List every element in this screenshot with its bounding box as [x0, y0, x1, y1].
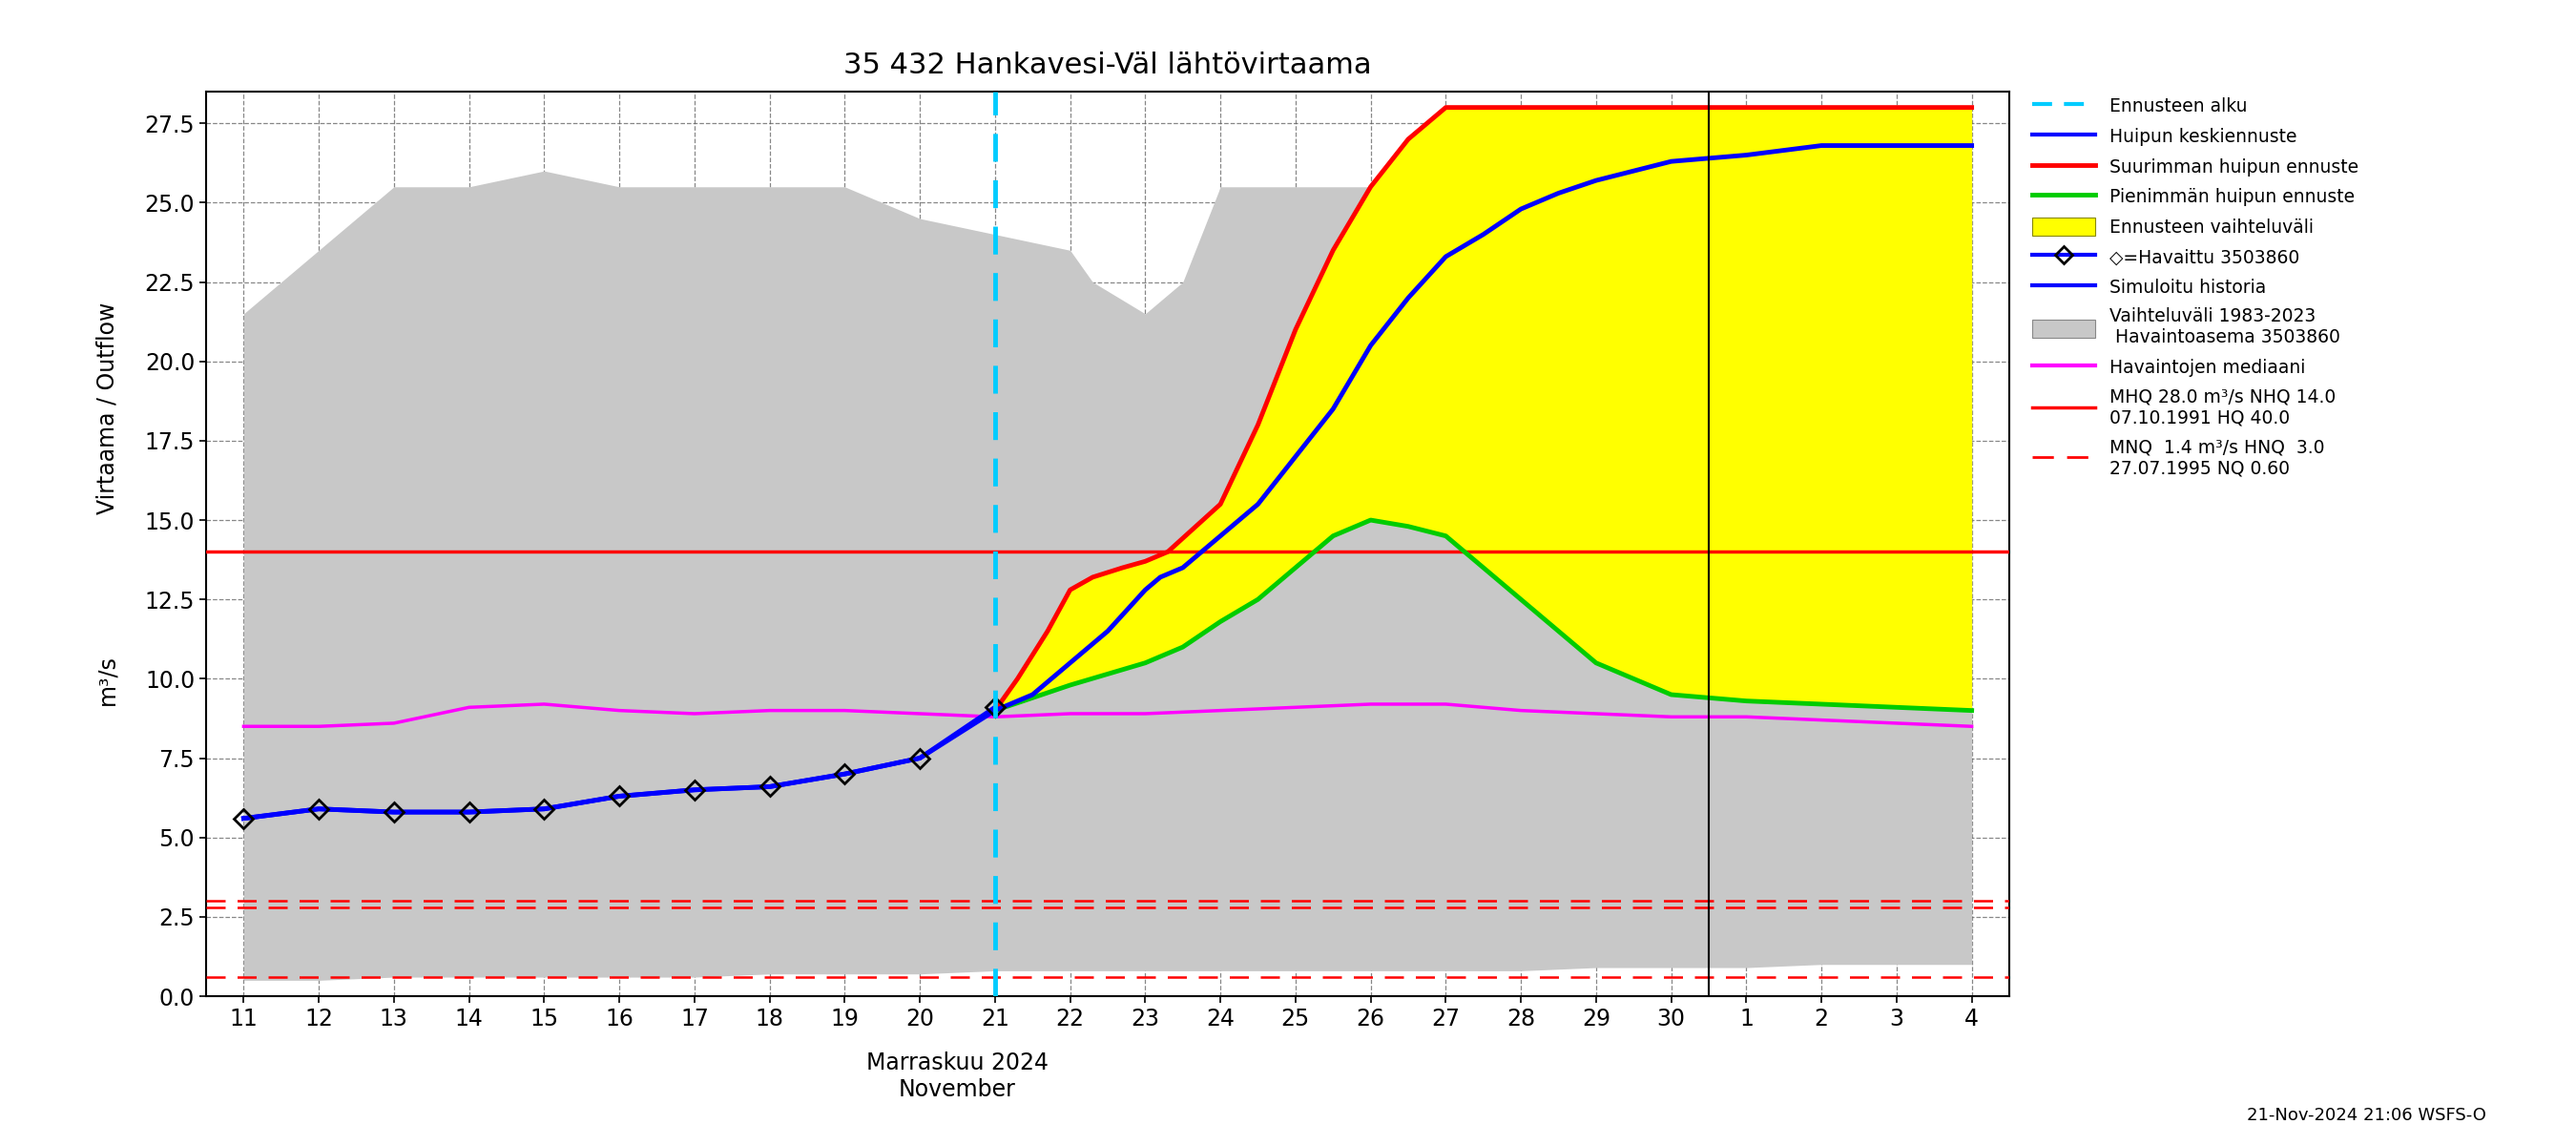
Text: November: November	[899, 1079, 1015, 1101]
Text: 21-Nov-2024 21:06 WSFS-O: 21-Nov-2024 21:06 WSFS-O	[2246, 1107, 2486, 1124]
Text: m³/s: m³/s	[95, 654, 118, 705]
Title: 35 432 Hankavesi-Väl lähtövirtaama: 35 432 Hankavesi-Väl lähtövirtaama	[842, 52, 1373, 79]
Text: Marraskuu 2024: Marraskuu 2024	[866, 1052, 1048, 1075]
Text: Virtaama / Outflow: Virtaama / Outflow	[95, 302, 118, 514]
Legend: Ennusteen alku, Huipun keskiennuste, Suurimman huipun ennuste, Pienimmän huipun : Ennusteen alku, Huipun keskiennuste, Suu…	[2027, 92, 2365, 483]
